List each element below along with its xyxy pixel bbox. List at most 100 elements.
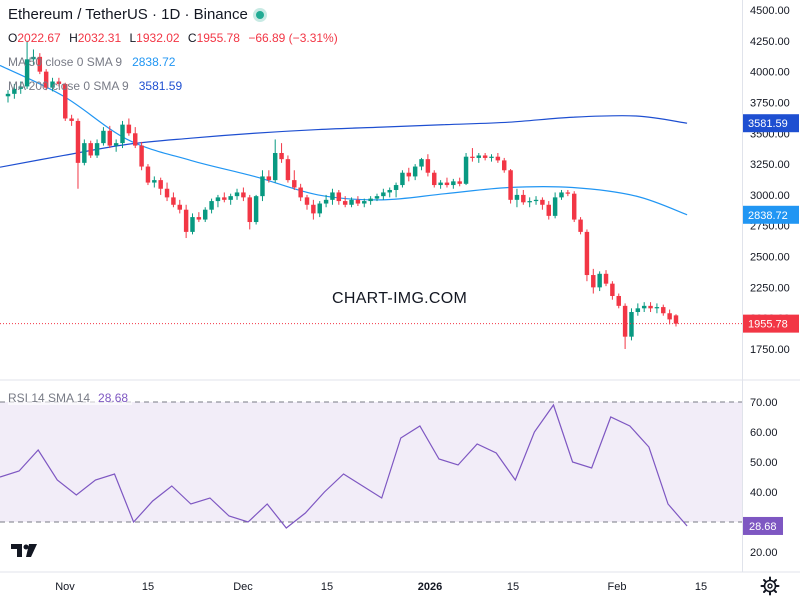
candle-body <box>546 204 551 216</box>
ma50-legend[interactable]: MA 50 close 0 SMA 9 2838.72 <box>8 55 175 69</box>
candle-body <box>43 71 49 88</box>
candle-body <box>476 155 482 158</box>
candle-body <box>164 188 170 198</box>
rsi-line <box>0 403 688 529</box>
candle-body <box>75 120 81 163</box>
candle-body <box>578 219 583 232</box>
last-price-tag <box>743 314 799 333</box>
price-tick-label: 3250.00 <box>750 159 790 171</box>
low-value: 1932.02 <box>136 31 180 45</box>
candle-body <box>533 199 539 202</box>
low-key: L <box>129 31 137 45</box>
settings-gear-icon[interactable] <box>760 576 780 596</box>
ma50-price-tag <box>743 205 799 224</box>
candle-body <box>311 204 316 214</box>
price-tick-label: 4500.00 <box>750 5 790 17</box>
candle-body <box>94 143 100 156</box>
candle-body <box>56 81 62 84</box>
candle-body <box>502 160 507 171</box>
rsi-value-text: 28.68 <box>749 521 777 533</box>
candle-body <box>400 172 405 186</box>
candle-body <box>37 56 43 72</box>
candle-body <box>559 192 564 198</box>
candle-body <box>304 197 310 205</box>
symbol-title-text: Ethereum / TetherUS · 1D · Binance <box>8 6 248 23</box>
candle-body <box>107 130 113 146</box>
candle-body <box>88 143 93 156</box>
candle-body <box>432 172 437 186</box>
chart-axes: 4500.004250.004000.003750.003500.003250.… <box>55 5 790 593</box>
candle-body <box>82 143 87 163</box>
candle-body <box>591 275 596 288</box>
high-key: H <box>69 31 78 45</box>
ma200-price-tag <box>743 114 799 133</box>
rsi-label: RSI 14 SMA 14 <box>8 391 91 405</box>
candle-body <box>228 196 233 200</box>
candle-body <box>215 197 221 202</box>
candle-body <box>272 152 278 181</box>
candle-body <box>451 181 456 186</box>
candle-body <box>540 199 545 205</box>
price-tick-label: 2500.00 <box>750 252 790 264</box>
candle-body <box>482 155 488 158</box>
candle-body <box>120 124 125 144</box>
candle-body <box>584 231 590 276</box>
candle-body <box>489 156 494 158</box>
candle-body <box>457 181 462 184</box>
candle-body <box>5 93 11 97</box>
candle-body <box>177 204 182 210</box>
candle-body <box>50 81 55 88</box>
last-price-text: 1955.78 <box>748 319 788 331</box>
candle-body <box>171 197 176 205</box>
price-tick-label: 2250.00 <box>750 282 790 294</box>
ma200-legend[interactable]: MA 200 close 0 SMA 9 3581.59 <box>8 79 182 93</box>
price-labels: 3581.59 2838.72 1955.78 28.68 <box>743 114 799 535</box>
open-value: 2022.67 <box>17 31 61 45</box>
ma200-price-text: 3581.59 <box>748 118 788 130</box>
candle-body <box>381 192 386 197</box>
candle-body <box>336 192 342 202</box>
candle-body <box>222 197 227 200</box>
watermark: CHART-IMG.COM <box>332 290 468 307</box>
candle-body <box>31 56 36 60</box>
ma50-value: 2838.72 <box>132 55 176 69</box>
rsi-legend[interactable]: RSI 14 SMA 14 28.68 <box>8 391 133 405</box>
candle-body <box>126 124 132 134</box>
candle-body <box>298 187 303 198</box>
ohlc-legend: O2022.67 H2032.31 L1932.02 C1955.78 −66.… <box>8 31 343 45</box>
candle-body <box>470 156 475 158</box>
time-tick-label: 15 <box>142 581 154 593</box>
candle-body <box>667 313 672 320</box>
rsi-band <box>0 401 742 523</box>
price-tick-label: 4250.00 <box>750 36 790 48</box>
candle-body <box>247 197 252 223</box>
candle-body <box>406 172 412 177</box>
candle-body <box>342 201 348 205</box>
rsi-series <box>0 403 688 529</box>
ma200-line <box>0 115 688 168</box>
candle-body <box>521 194 526 203</box>
candle-body <box>622 305 628 337</box>
time-tick-label: 15 <box>507 581 519 593</box>
symbol-title[interactable]: Ethereum / TetherUS · 1D · Binance <box>8 6 264 23</box>
candle-body <box>12 88 17 94</box>
candle-body <box>661 307 666 314</box>
candle-body <box>292 180 297 188</box>
candle-body <box>412 166 418 177</box>
open-key: O <box>8 31 18 45</box>
candle-body <box>266 176 272 181</box>
ma50-price-text: 2838.72 <box>748 210 788 222</box>
candle-body <box>463 156 469 184</box>
candle-body <box>209 201 214 210</box>
candle-body <box>152 180 157 183</box>
tradingview-logo-icon[interactable] <box>8 538 40 562</box>
candle-body <box>349 199 354 205</box>
candle-body <box>425 159 431 173</box>
candlestick-series <box>0 40 742 349</box>
rsi-tick-label: 60.00 <box>750 427 778 439</box>
candle-body <box>603 273 609 284</box>
candle-body <box>133 133 138 146</box>
candle-body <box>654 307 660 309</box>
time-tick-label: Nov <box>55 581 75 593</box>
